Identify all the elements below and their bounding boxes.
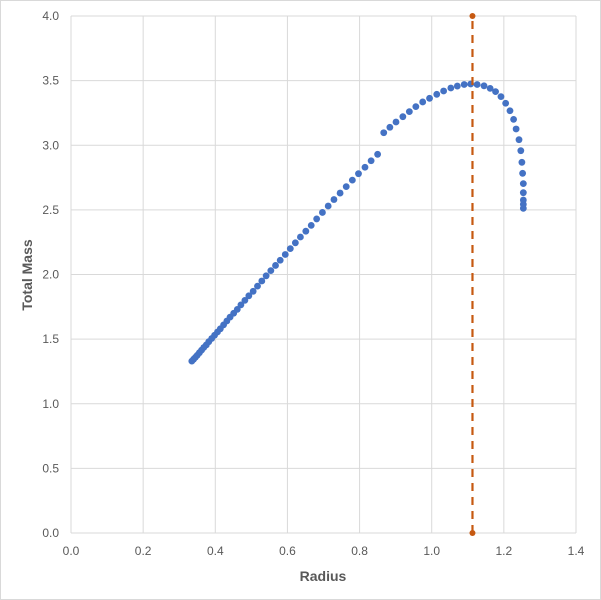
y-tick-label: 2.5 [42, 203, 59, 217]
data-point [249, 287, 257, 295]
data-point [515, 136, 523, 144]
x-tick-label: 0.8 [351, 544, 368, 558]
x-tick-label: 1.0 [423, 544, 440, 558]
data-marks [188, 13, 527, 536]
data-point [440, 87, 448, 95]
data-point [473, 81, 481, 88]
data-point [519, 169, 527, 177]
x-tick-label: 0.2 [135, 544, 152, 558]
data-point [502, 99, 510, 107]
data-point [399, 113, 407, 121]
data-point [512, 125, 520, 133]
data-point [233, 305, 241, 313]
data-point [281, 251, 289, 258]
data-point [272, 262, 279, 269]
data-point [486, 84, 494, 92]
y-tick-label: 3.0 [42, 138, 59, 152]
data-point [355, 170, 362, 178]
data-point [276, 256, 284, 264]
data-point [519, 204, 527, 212]
data-point [313, 215, 321, 223]
data-point [302, 227, 310, 235]
data-point [480, 82, 488, 90]
data-point [518, 158, 526, 166]
y-tick-label: 3.5 [42, 74, 59, 88]
data-point [374, 150, 382, 158]
data-point [506, 107, 514, 115]
data-point [433, 90, 441, 98]
y-tick-label: 1.5 [42, 332, 59, 346]
x-tick-label: 0.0 [63, 544, 80, 558]
y-tick-label: 2.0 [42, 268, 59, 282]
data-point [297, 233, 304, 241]
data-point [426, 94, 433, 102]
x-tick-labels: 0.0 0.2 0.4 0.6 0.8 1.0 1.2 1.4 [63, 544, 585, 558]
data-point [492, 88, 499, 96]
data-point [519, 189, 527, 197]
x-axis-label: Radius [300, 568, 347, 584]
y-tick-labels: 0.0 0.5 1.0 1.5 2.0 2.5 3.0 3.5 4.0 [42, 9, 59, 540]
data-point [380, 129, 388, 137]
data-point [245, 292, 253, 300]
y-tick-label: 0.0 [42, 526, 59, 540]
data-point [447, 84, 455, 92]
x-tick-label: 0.6 [279, 544, 296, 558]
y-tick-label: 1.0 [42, 397, 59, 411]
data-point [307, 221, 315, 229]
data-point [336, 189, 344, 197]
data-point [237, 301, 245, 309]
data-point [267, 267, 275, 275]
line-endpoint [469, 13, 476, 19]
data-point [254, 282, 261, 290]
data-point [348, 176, 356, 184]
data-point [412, 103, 420, 111]
data-point [286, 245, 294, 253]
data-point [330, 196, 338, 203]
data-point [291, 239, 299, 247]
x-tick-label: 1.2 [496, 544, 513, 558]
data-point [361, 163, 369, 171]
data-point [510, 116, 517, 123]
y-axis-label: Total Mass [19, 239, 35, 311]
data-point [262, 272, 270, 280]
data-point [324, 202, 332, 210]
data-point [453, 82, 461, 90]
data-point [367, 157, 375, 165]
data-point [497, 93, 505, 101]
data-point [517, 147, 525, 155]
data-point [258, 277, 266, 285]
line-endpoint [469, 530, 476, 536]
data-point [386, 123, 394, 131]
gridlines [70, 15, 577, 534]
data-point [460, 81, 468, 88]
y-tick-label: 4.0 [42, 9, 59, 23]
data-point [342, 183, 350, 191]
y-tick-label: 0.5 [42, 461, 59, 475]
data-point [405, 108, 413, 116]
data-point [241, 296, 249, 304]
data-point [319, 209, 326, 216]
x-tick-label: 0.4 [207, 544, 224, 558]
data-point [519, 180, 527, 188]
data-point [392, 118, 400, 126]
data-point [419, 98, 427, 106]
x-tick-label: 1.4 [568, 544, 585, 558]
